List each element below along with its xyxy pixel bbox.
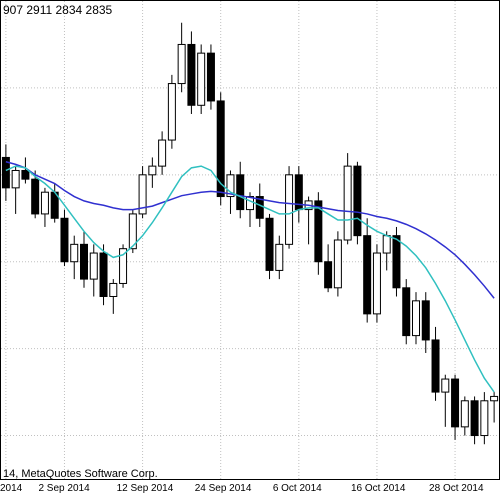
x-axis: 2014 2 Sep 2014 12 Sep 2014 24 Sep 2014 6 Oc… [0,480,500,500]
chart-container: 907 2911 2834 2835 14, MetaQuotes Softwa… [0,0,500,500]
x-tick-label: 2 Sep 2014 [38,483,89,494]
x-tick-label: 12 Sep 2014 [117,483,174,494]
chart-canvas [1,1,499,479]
chart-header-values: 907 2911 2834 2835 [3,3,112,17]
x-tick-label: 16 Oct 2014 [351,483,405,494]
x-tick-label: 6 Oct 2014 [273,483,322,494]
x-tick-label: 2014 [0,483,22,494]
x-tick-label: 28 Oct 2014 [429,483,483,494]
chart-plot-area[interactable] [0,0,500,480]
chart-copyright: 14, MetaQuotes Software Corp. [3,468,158,480]
x-tick-label: 24 Sep 2014 [195,483,252,494]
